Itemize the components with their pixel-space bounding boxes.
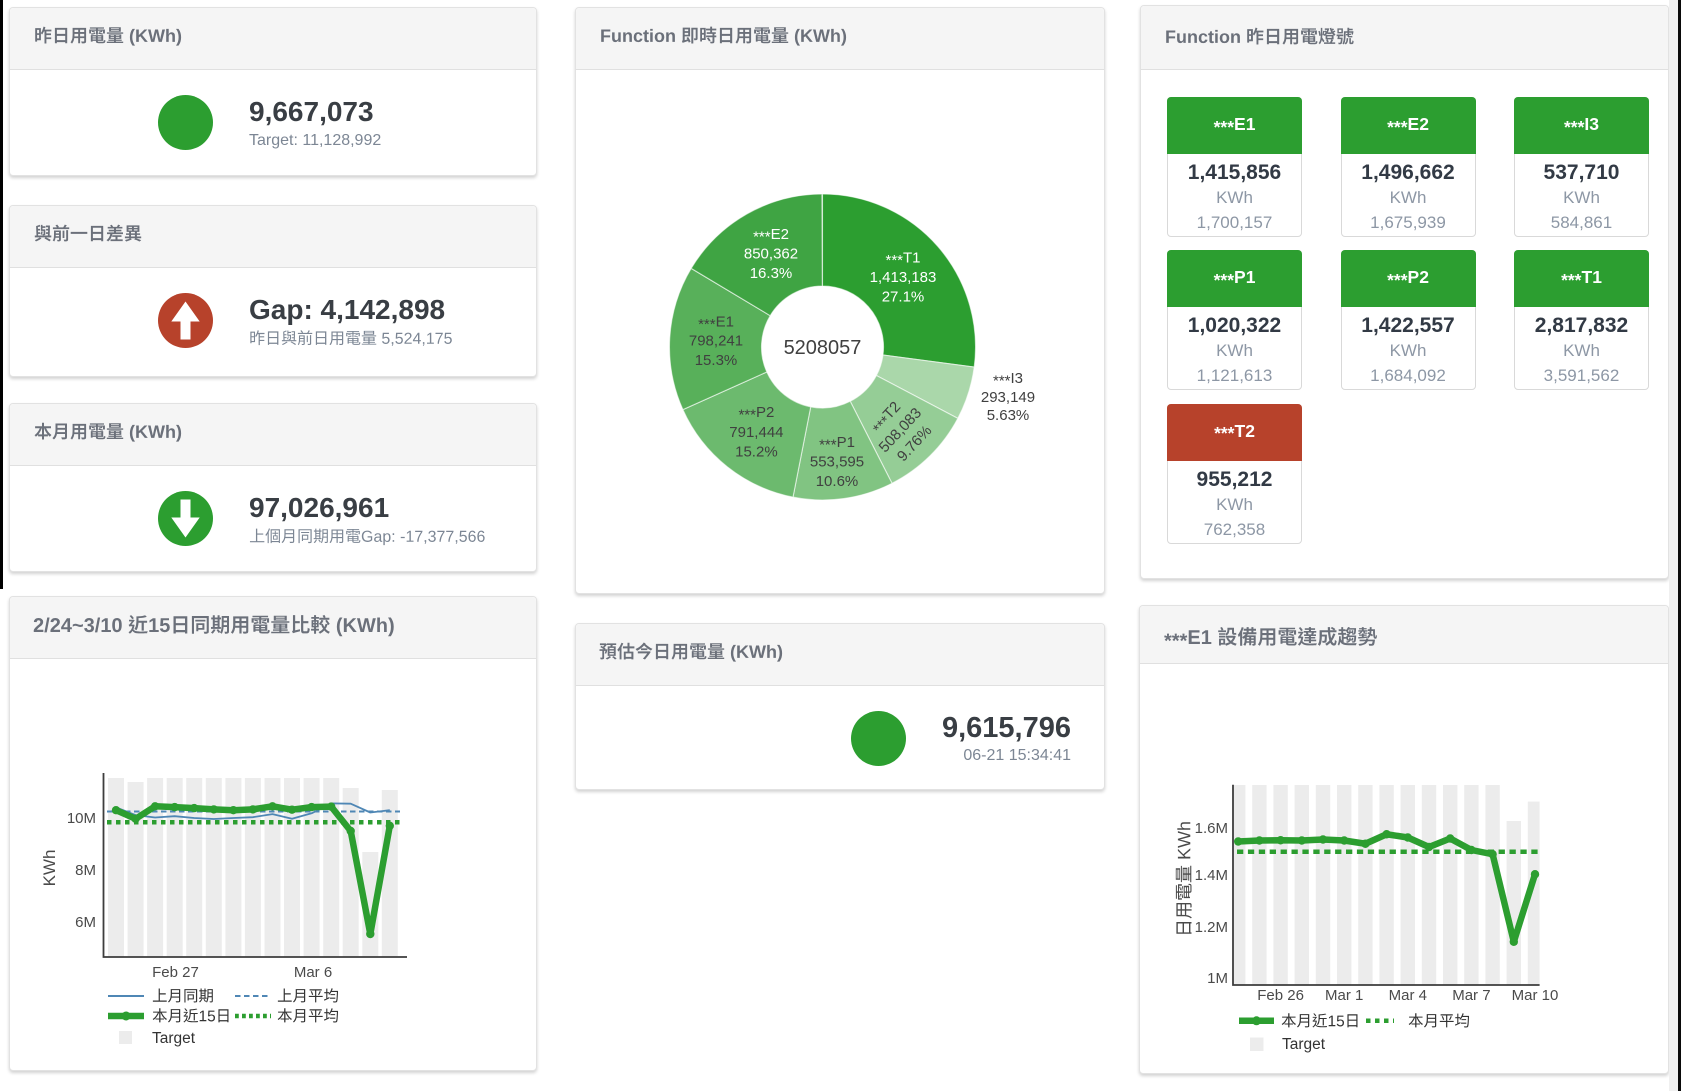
svg-text:***T1: ***T1 <box>885 250 920 270</box>
svg-text:16.3%: 16.3% <box>750 265 793 282</box>
svg-text:Target: Target <box>152 1030 196 1047</box>
svg-text:Mar 7: Mar 7 <box>1452 987 1490 1004</box>
svg-text:850,362: 850,362 <box>744 245 798 262</box>
svg-text:Feb 26: Feb 26 <box>1257 987 1304 1004</box>
svg-text:***E1: ***E1 <box>698 313 734 333</box>
svg-text:798,241: 798,241 <box>689 333 743 350</box>
svg-text:8M: 8M <box>75 862 96 879</box>
svg-text:1M: 1M <box>1207 970 1228 987</box>
svg-text:***I3: ***I3 <box>993 370 1023 390</box>
svg-text:***E2: ***E2 <box>753 226 789 246</box>
svg-text:27.1%: 27.1% <box>882 289 925 306</box>
svg-text:***P2: ***P2 <box>738 404 774 424</box>
svg-text:Mar 6: Mar 6 <box>294 964 332 981</box>
svg-text:1.6M: 1.6M <box>1195 820 1228 837</box>
svg-text:***P1: ***P1 <box>819 434 855 454</box>
svg-text:791,444: 791,444 <box>729 424 783 441</box>
svg-text:6M: 6M <box>75 914 96 931</box>
svg-text:1.2M: 1.2M <box>1195 919 1228 936</box>
svg-text:Target: Target <box>1282 1036 1326 1053</box>
svg-text:Feb 27: Feb 27 <box>152 964 199 981</box>
svg-text:5208057: 5208057 <box>784 337 862 359</box>
svg-text:15.3%: 15.3% <box>695 352 738 369</box>
svg-text:1,413,183: 1,413,183 <box>870 269 937 286</box>
svg-text:15.2%: 15.2% <box>735 444 778 461</box>
svg-text:1.4M: 1.4M <box>1195 867 1228 884</box>
svg-text:Mar 4: Mar 4 <box>1389 987 1427 1004</box>
svg-text:KWh: KWh <box>40 850 59 887</box>
svg-text:10M: 10M <box>67 810 96 827</box>
svg-text:Mar 1: Mar 1 <box>1325 987 1363 1004</box>
svg-text:Mar 10: Mar 10 <box>1512 987 1559 1004</box>
svg-text:553,595: 553,595 <box>810 453 864 470</box>
svg-text:5.63%: 5.63% <box>987 407 1030 424</box>
svg-text:293,149: 293,149 <box>981 389 1035 406</box>
svg-text:10.6%: 10.6% <box>816 473 859 490</box>
